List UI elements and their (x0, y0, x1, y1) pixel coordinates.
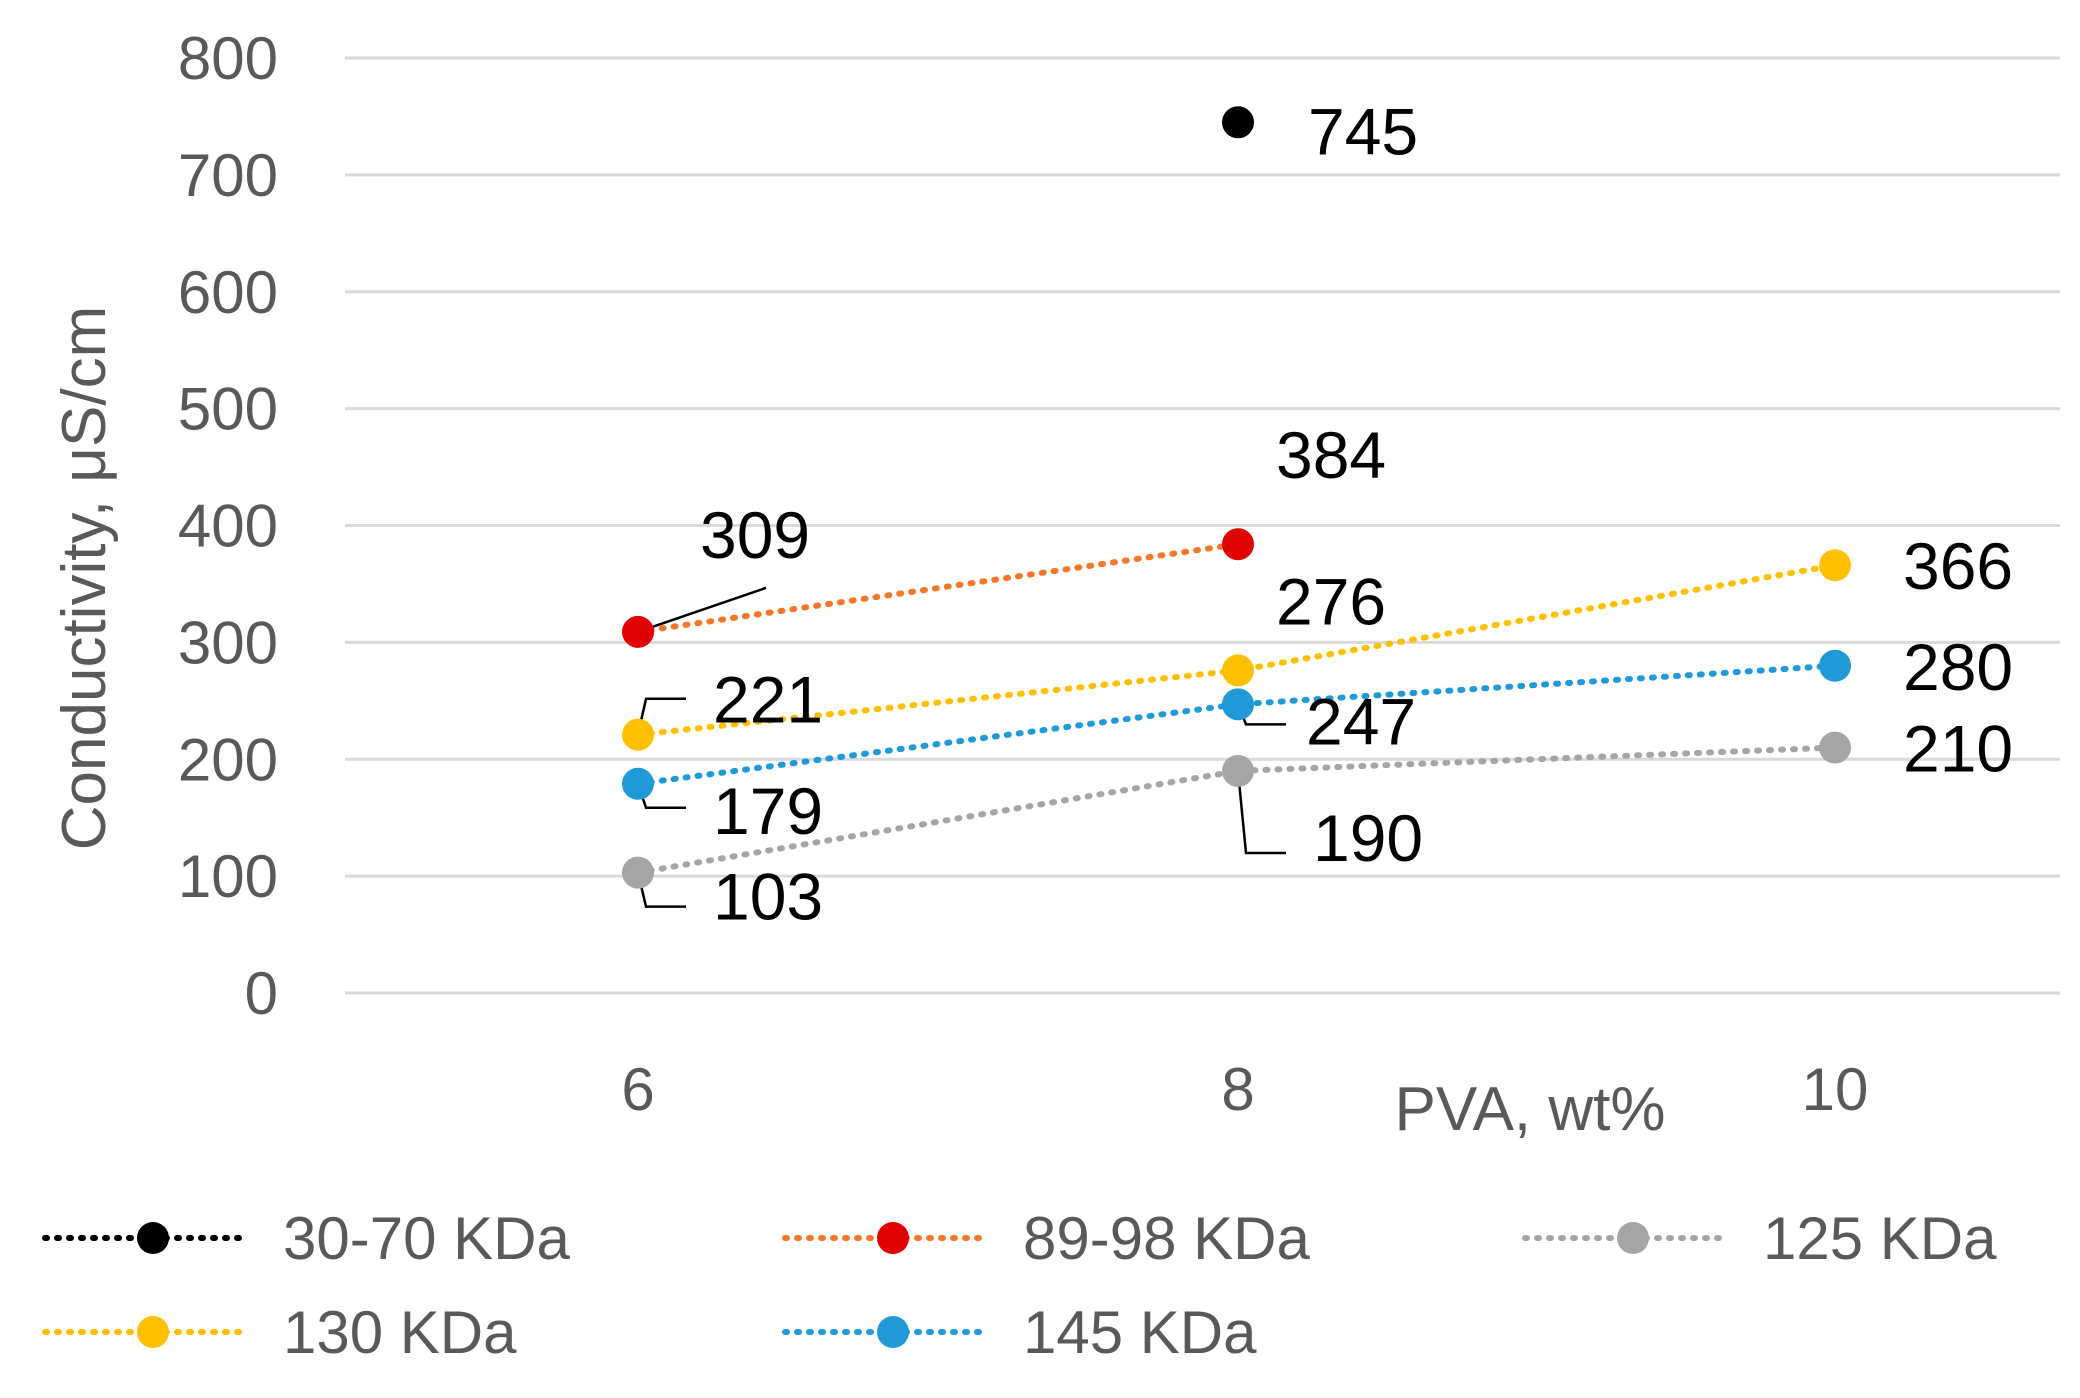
legend-label-125-kda: 125 KDa (1763, 1205, 1997, 1272)
leader-line-125-kda-x8 (1236, 770, 1286, 855)
legend-marker-130-kda (137, 1316, 169, 1348)
y-tick-label-0: 0 (245, 960, 278, 1027)
legend-marker-125-kda (1617, 1222, 1649, 1254)
legend-marker-145-kda (877, 1316, 909, 1348)
series-line-125-kda (635, 744, 1838, 876)
series-line-89-98-kda (635, 541, 1241, 635)
data-label-125-kda-x8: 190 (1313, 801, 1423, 875)
data-label-125-kda-x10: 210 (1903, 712, 2013, 786)
data-point-125-kda-x8 (1222, 754, 1254, 787)
y-tick-label-600: 600 (178, 259, 278, 326)
y-tick-label-400: 400 (178, 493, 278, 560)
legend-label-30-70-kda: 30-70 KDa (283, 1205, 570, 1272)
legend-item-89-98-kda: 89-98 KDa (782, 1205, 1310, 1272)
data-label-89-98-kda-x8: 384 (1276, 418, 1386, 492)
data-point-89-98-kda-x8 (1222, 528, 1254, 561)
legend-marker-89-98-kda (877, 1222, 909, 1254)
data-label-130-kda-x10: 366 (1903, 529, 2013, 603)
legend-label-145-kda: 145 KDa (1023, 1299, 1257, 1366)
series-points (622, 106, 1851, 889)
data-point-125-kda-x10 (1819, 731, 1851, 764)
x-axis-ticks: 6 8 10 (621, 1056, 1868, 1123)
gridlines (345, 56, 2060, 995)
y-tick-label-500: 500 (178, 376, 278, 443)
legend-item-125-kda: 125 KDa (1522, 1205, 1997, 1272)
data-point-89-98-kda-x6 (622, 615, 654, 648)
y-tick-label-200: 200 (178, 726, 278, 793)
x-axis-title: PVA, wt% (1394, 1075, 1665, 1144)
series-line-145-kda (635, 662, 1838, 787)
y-tick-label-300: 300 (178, 609, 278, 676)
data-point-125-kda-x6 (622, 856, 654, 889)
y-axis-title: Conductivity, μS/cm (50, 306, 119, 851)
y-axis-ticks: 0 100 200 300 400 500 600 700 800 (178, 25, 278, 1027)
data-point-145-kda-x6 (622, 767, 654, 800)
legend-label-130-kda: 130 KDa (283, 1299, 517, 1366)
x-tick-label-8: 8 (1221, 1056, 1254, 1123)
data-label-30-70-kda-x8: 745 (1308, 94, 1418, 168)
data-label-130-kda-x8: 276 (1276, 564, 1386, 638)
data-point-145-kda-x8 (1222, 688, 1254, 721)
data-point-145-kda-x10 (1819, 649, 1851, 682)
data-point-130-kda-x8 (1222, 654, 1254, 687)
legend-item-30-70-kda: 30-70 KDa (42, 1205, 570, 1272)
data-point-130-kda-x6 (622, 718, 654, 751)
data-label-145-kda-x10: 280 (1903, 630, 2013, 704)
x-tick-label-10: 10 (1802, 1056, 1869, 1123)
y-tick-label-800: 800 (178, 25, 278, 92)
data-label-130-kda-x6: 221 (713, 663, 823, 737)
y-tick-label-700: 700 (178, 142, 278, 209)
y-tick-label-100: 100 (178, 843, 278, 910)
data-point-30-70-kda-x8 (1222, 106, 1254, 139)
legend-item-130-kda: 130 KDa (42, 1299, 517, 1366)
legend: 30-70 KDa 89-98 KDa 125 KDa 130 KDa 145 KDa (42, 1205, 1997, 1366)
data-label-89-98-kda-x6: 309 (700, 498, 810, 572)
data-label-145-kda-x8: 247 (1306, 684, 1416, 758)
data-point-130-kda-x10 (1819, 549, 1851, 582)
x-tick-label-6: 6 (621, 1056, 654, 1123)
legend-marker-30-70-kda (137, 1222, 169, 1254)
data-label-145-kda-x6: 179 (713, 774, 823, 848)
data-labels: 745 309 384 103 190 210 221 276 366 179 247 280 (700, 94, 2013, 933)
leader-line-89-98-kda-x6 (637, 586, 767, 634)
legend-label-89-98-kda: 89-98 KDa (1023, 1205, 1310, 1272)
legend-item-145-kda: 145 KDa (782, 1299, 1257, 1366)
data-label-125-kda-x6: 103 (713, 860, 823, 934)
